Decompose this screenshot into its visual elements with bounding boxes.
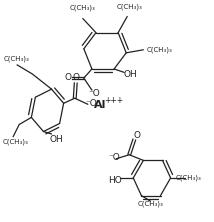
Text: O: O [133, 131, 140, 140]
Text: C(CH₃)₃: C(CH₃)₃ [116, 3, 142, 10]
Text: OH: OH [50, 135, 64, 143]
Text: ⁻O: ⁻O [85, 99, 97, 108]
Text: ⁻O: ⁻O [109, 153, 120, 162]
Text: Al: Al [94, 100, 106, 110]
Text: +++: +++ [104, 96, 124, 105]
Text: C(CH₃)₃: C(CH₃)₃ [3, 56, 29, 62]
Text: C(CH₃)₃: C(CH₃)₃ [138, 201, 163, 207]
Text: HO: HO [108, 176, 122, 186]
Text: OH: OH [124, 70, 138, 79]
Text: C(CH₃)₃: C(CH₃)₃ [2, 138, 28, 145]
Text: C(CH₃)₃: C(CH₃)₃ [146, 47, 172, 53]
Text: O: O [72, 73, 79, 81]
Text: O: O [64, 73, 71, 82]
Text: ⁻O: ⁻O [88, 89, 100, 98]
Text: C(CH₃)₃: C(CH₃)₃ [176, 175, 202, 181]
Text: C(CH₃)₃: C(CH₃)₃ [70, 5, 96, 11]
